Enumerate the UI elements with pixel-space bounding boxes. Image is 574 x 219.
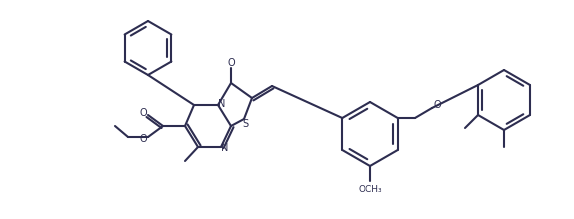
Text: N: N	[218, 99, 226, 109]
Text: O: O	[139, 134, 147, 144]
Text: O: O	[433, 100, 441, 110]
Text: N: N	[222, 143, 228, 153]
Text: O: O	[139, 108, 147, 118]
Text: OCH₃: OCH₃	[358, 185, 382, 194]
Text: S: S	[242, 119, 248, 129]
Text: O: O	[227, 58, 235, 68]
